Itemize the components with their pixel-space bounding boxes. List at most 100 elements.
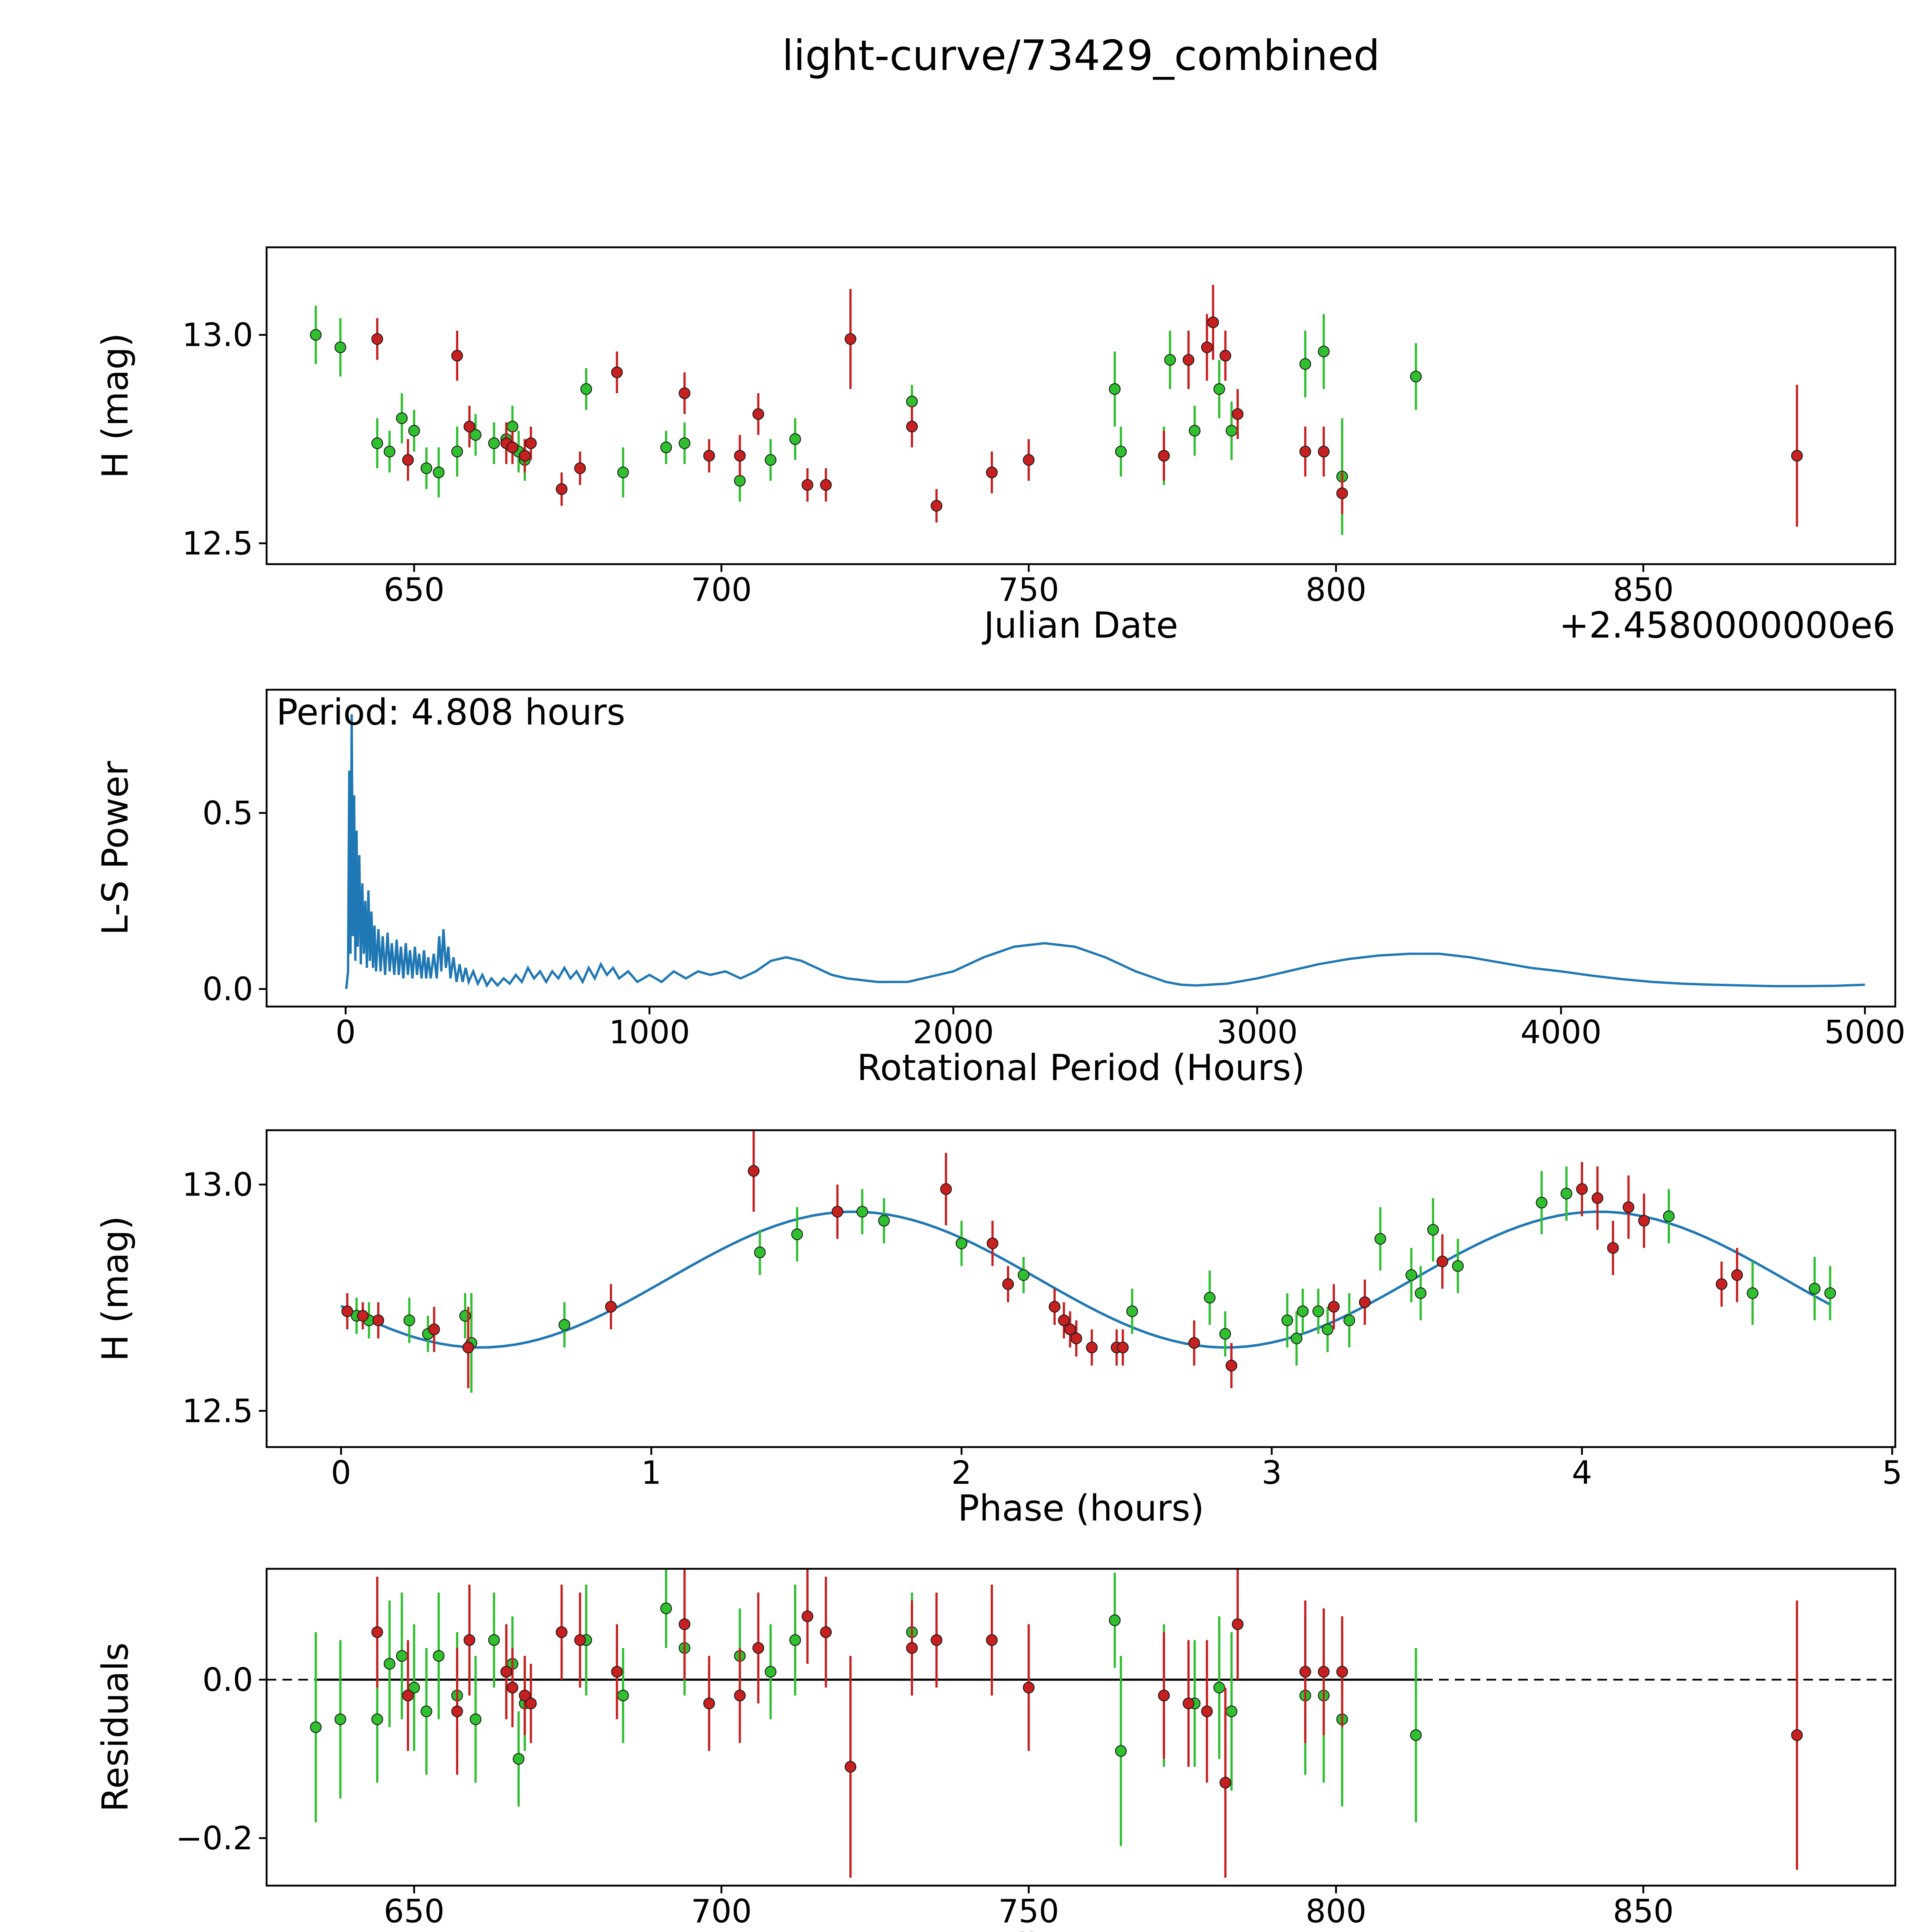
x-tick-label: 0 — [331, 1454, 351, 1492]
panel-periodogram: 0 1000 2000 3000 4000 5000 0.0 0.5 Rotational Pe… — [94, 689, 1905, 1088]
x-tick-label: 2 — [951, 1454, 972, 1492]
data-point-green — [1318, 345, 1330, 357]
y-tick-label: 12.5 — [182, 525, 253, 562]
x-tick-label: 800 — [1306, 1893, 1366, 1930]
y-tick-label: 0.5 — [202, 795, 253, 832]
data-point-green — [396, 412, 408, 424]
data-point-red — [451, 350, 463, 362]
data-point-green — [1109, 383, 1121, 395]
data-point-red — [1336, 487, 1348, 499]
data-point-red — [1207, 316, 1219, 328]
data-point-green — [1189, 425, 1201, 437]
data-point-red — [357, 1310, 369, 1322]
data-point-red — [463, 420, 476, 433]
data-point-green — [789, 1634, 801, 1646]
data-point-green — [371, 437, 383, 449]
x-axis-label: Julian Date — [982, 604, 1178, 646]
data-point-red — [1023, 454, 1035, 466]
data-point-green — [1536, 1197, 1548, 1209]
data-point-red — [519, 450, 531, 462]
data-point-green — [956, 1237, 968, 1249]
green-series — [310, 306, 1422, 535]
data-point-red — [679, 387, 690, 399]
x-tick-label: 650 — [384, 571, 444, 609]
data-point-red — [801, 479, 813, 491]
data-point-red — [679, 1618, 690, 1630]
data-point-red — [752, 408, 764, 420]
data-point-red — [1336, 1666, 1348, 1678]
data-point-red — [519, 1689, 531, 1702]
data-point-green — [1343, 1314, 1355, 1327]
y-tick-label: 13.0 — [182, 317, 253, 354]
data-point-red — [1359, 1296, 1371, 1308]
data-point-red — [1318, 446, 1330, 457]
period-annotation: Period: 4.808 hours — [276, 691, 625, 733]
data-point-green — [433, 466, 445, 478]
data-point-red — [525, 437, 537, 449]
data-point-red — [1299, 1666, 1311, 1678]
data-point-red — [1225, 1360, 1238, 1372]
data-point-green — [420, 462, 432, 474]
x-tick-label: 1000 — [609, 1014, 690, 1051]
data-point-red — [1436, 1255, 1448, 1267]
data-point-green — [1213, 1682, 1225, 1694]
data-point-green — [408, 425, 420, 437]
data-point-green — [1226, 425, 1238, 437]
data-point-red — [1716, 1278, 1728, 1290]
data-point-green — [1809, 1282, 1821, 1295]
data-point-green — [420, 1705, 432, 1718]
data-point-green — [383, 1658, 396, 1670]
data-point-green — [1415, 1287, 1427, 1299]
data-point-red — [1158, 1689, 1170, 1702]
y-axis-label: H (mag) — [94, 1216, 136, 1362]
data-point-green — [403, 1314, 415, 1327]
axes-frame — [265, 689, 1896, 1008]
data-point-red — [1219, 350, 1231, 362]
data-point-red — [463, 1634, 476, 1646]
x-tick-label: 3 — [1262, 1454, 1282, 1492]
y-tick-label: −0.2 — [176, 1820, 253, 1857]
data-point-green — [488, 437, 500, 449]
data-point-green — [1452, 1260, 1464, 1272]
data-point-green — [1410, 1729, 1422, 1741]
data-point-red — [372, 1314, 384, 1327]
data-point-green — [791, 1228, 803, 1240]
x-tick-label: 4000 — [1520, 1014, 1602, 1051]
data-point-red — [556, 483, 568, 495]
data-point-green — [451, 446, 463, 457]
data-point-green — [765, 454, 777, 466]
data-point-green — [1126, 1305, 1138, 1317]
red-series — [341, 1130, 1743, 1388]
data-point-red — [1117, 1342, 1129, 1354]
data-point-green — [513, 1753, 525, 1765]
y-axis-label: Residuals — [94, 1643, 136, 1812]
data-point-red — [703, 1697, 715, 1709]
data-point-green — [396, 1650, 408, 1662]
x-axis-label: Rotational Period (Hours) — [857, 1047, 1305, 1088]
x-tick-label: 750 — [998, 571, 1059, 609]
x-tick-label: 750 — [998, 1893, 1059, 1930]
data-point-green — [1663, 1210, 1675, 1222]
data-point-green — [1281, 1314, 1293, 1327]
data-point-red — [930, 1634, 942, 1646]
data-point-green — [754, 1247, 766, 1259]
data-point-green — [765, 1666, 777, 1678]
x-tick-label: 850 — [1613, 571, 1673, 609]
data-point-red — [507, 441, 519, 454]
data-point-green — [1824, 1287, 1836, 1299]
data-point-red — [1086, 1342, 1098, 1354]
data-point-red — [402, 1689, 414, 1702]
y-tick-label: 13.0 — [182, 1167, 253, 1204]
data-point-red — [1607, 1242, 1619, 1254]
axes-frame — [265, 1568, 1896, 1887]
data-point-green — [334, 1713, 346, 1725]
data-point-red — [752, 1642, 764, 1654]
red-series — [371, 1569, 1803, 1878]
data-point-red — [1049, 1301, 1061, 1313]
data-point-green — [1226, 1705, 1238, 1718]
y-tick-label: 12.5 — [182, 1393, 253, 1430]
data-point-green — [1017, 1269, 1030, 1281]
y-axis-label: H (mag) — [94, 333, 136, 479]
data-point-red — [1592, 1192, 1604, 1204]
